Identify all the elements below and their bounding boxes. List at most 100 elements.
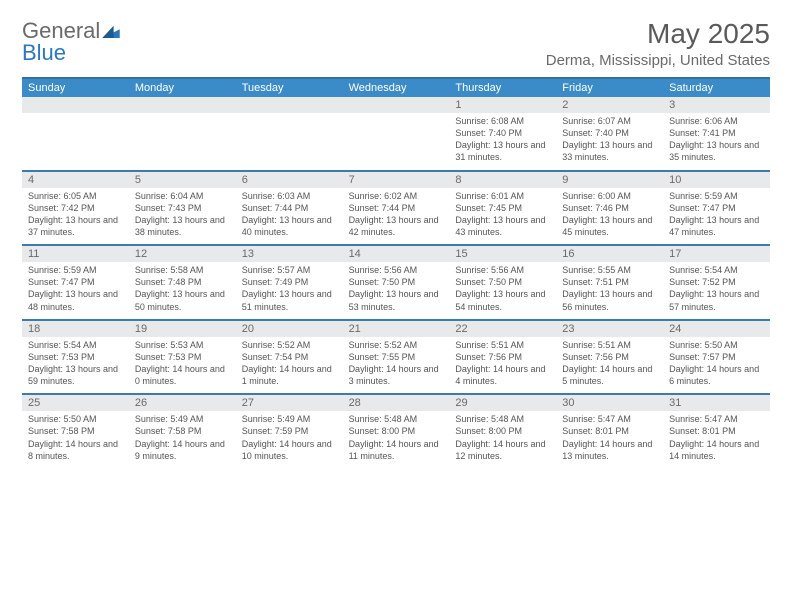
logo: GeneralBlue <box>22 18 120 66</box>
sunset-text: Sunset: 7:52 PM <box>669 276 764 288</box>
day-number: 20 <box>236 321 343 337</box>
day-content: Sunrise: 5:54 AMSunset: 7:53 PMDaylight:… <box>22 337 129 394</box>
day-content: Sunrise: 5:49 AMSunset: 7:58 PMDaylight:… <box>129 411 236 468</box>
day-number: 11 <box>22 246 129 262</box>
sunset-text: Sunset: 7:55 PM <box>349 351 444 363</box>
day-number: 4 <box>22 172 129 188</box>
daylight-text: Daylight: 14 hours and 4 minutes. <box>455 363 550 387</box>
calendar: Sunday Monday Tuesday Wednesday Thursday… <box>22 77 770 468</box>
sunset-text: Sunset: 7:58 PM <box>135 425 230 437</box>
day-number <box>343 97 450 113</box>
weeks-container: 123Sunrise: 6:08 AMSunset: 7:40 PMDaylig… <box>22 97 770 468</box>
day-content: Sunrise: 5:56 AMSunset: 7:50 PMDaylight:… <box>449 262 556 319</box>
sunset-text: Sunset: 7:47 PM <box>28 276 123 288</box>
day-content: Sunrise: 5:53 AMSunset: 7:53 PMDaylight:… <box>129 337 236 394</box>
day-number: 19 <box>129 321 236 337</box>
day-number: 21 <box>343 321 450 337</box>
day-number: 24 <box>663 321 770 337</box>
sunrise-text: Sunrise: 5:48 AM <box>455 413 550 425</box>
daylight-text: Daylight: 14 hours and 3 minutes. <box>349 363 444 387</box>
day-number: 29 <box>449 395 556 411</box>
week-row: 123Sunrise: 6:08 AMSunset: 7:40 PMDaylig… <box>22 97 770 172</box>
day-content: Sunrise: 6:04 AMSunset: 7:43 PMDaylight:… <box>129 188 236 245</box>
week-row: 18192021222324Sunrise: 5:54 AMSunset: 7:… <box>22 321 770 396</box>
daylight-text: Daylight: 13 hours and 42 minutes. <box>349 214 444 238</box>
daylight-text: Daylight: 13 hours and 38 minutes. <box>135 214 230 238</box>
daylight-text: Daylight: 13 hours and 40 minutes. <box>242 214 337 238</box>
daylight-text: Daylight: 14 hours and 0 minutes. <box>135 363 230 387</box>
sunset-text: Sunset: 7:48 PM <box>135 276 230 288</box>
day-content: Sunrise: 5:58 AMSunset: 7:48 PMDaylight:… <box>129 262 236 319</box>
day-content: Sunrise: 5:55 AMSunset: 7:51 PMDaylight:… <box>556 262 663 319</box>
sunrise-text: Sunrise: 5:49 AM <box>135 413 230 425</box>
day-number: 31 <box>663 395 770 411</box>
day-content: Sunrise: 6:03 AMSunset: 7:44 PMDaylight:… <box>236 188 343 245</box>
sunrise-text: Sunrise: 5:48 AM <box>349 413 444 425</box>
day-number: 12 <box>129 246 236 262</box>
sunset-text: Sunset: 7:40 PM <box>562 127 657 139</box>
day-number: 8 <box>449 172 556 188</box>
sunrise-text: Sunrise: 5:59 AM <box>669 190 764 202</box>
day-number: 15 <box>449 246 556 262</box>
daylight-text: Daylight: 14 hours and 10 minutes. <box>242 438 337 462</box>
sunrise-text: Sunrise: 5:56 AM <box>455 264 550 276</box>
day-content: Sunrise: 6:02 AMSunset: 7:44 PMDaylight:… <box>343 188 450 245</box>
day-number: 25 <box>22 395 129 411</box>
day-content: Sunrise: 5:49 AMSunset: 7:59 PMDaylight:… <box>236 411 343 468</box>
sunrise-text: Sunrise: 5:51 AM <box>562 339 657 351</box>
daylight-text: Daylight: 13 hours and 33 minutes. <box>562 139 657 163</box>
day-content: Sunrise: 6:00 AMSunset: 7:46 PMDaylight:… <box>556 188 663 245</box>
sunset-text: Sunset: 7:45 PM <box>455 202 550 214</box>
day-header-sunday: Sunday <box>22 79 129 97</box>
day-number: 14 <box>343 246 450 262</box>
day-number: 5 <box>129 172 236 188</box>
daylight-text: Daylight: 13 hours and 35 minutes. <box>669 139 764 163</box>
sunrise-text: Sunrise: 5:47 AM <box>562 413 657 425</box>
sunset-text: Sunset: 7:56 PM <box>562 351 657 363</box>
sunset-text: Sunset: 7:40 PM <box>455 127 550 139</box>
day-number: 30 <box>556 395 663 411</box>
sunrise-text: Sunrise: 5:54 AM <box>669 264 764 276</box>
daylight-text: Daylight: 14 hours and 5 minutes. <box>562 363 657 387</box>
sunset-text: Sunset: 7:58 PM <box>28 425 123 437</box>
day-number: 13 <box>236 246 343 262</box>
day-number: 26 <box>129 395 236 411</box>
daylight-text: Daylight: 13 hours and 54 minutes. <box>455 288 550 312</box>
sunset-text: Sunset: 7:57 PM <box>669 351 764 363</box>
day-content: Sunrise: 5:48 AMSunset: 8:00 PMDaylight:… <box>343 411 450 468</box>
sunset-text: Sunset: 7:47 PM <box>669 202 764 214</box>
sunrise-text: Sunrise: 5:59 AM <box>28 264 123 276</box>
sunset-text: Sunset: 7:53 PM <box>28 351 123 363</box>
daylight-text: Daylight: 14 hours and 14 minutes. <box>669 438 764 462</box>
sunset-text: Sunset: 7:46 PM <box>562 202 657 214</box>
daylight-text: Daylight: 14 hours and 6 minutes. <box>669 363 764 387</box>
daylight-text: Daylight: 14 hours and 9 minutes. <box>135 438 230 462</box>
day-number: 3 <box>663 97 770 113</box>
sunset-text: Sunset: 8:01 PM <box>562 425 657 437</box>
day-content: Sunrise: 5:56 AMSunset: 7:50 PMDaylight:… <box>343 262 450 319</box>
sunset-text: Sunset: 7:50 PM <box>349 276 444 288</box>
daylight-text: Daylight: 13 hours and 43 minutes. <box>455 214 550 238</box>
sunrise-text: Sunrise: 6:04 AM <box>135 190 230 202</box>
daylight-text: Daylight: 13 hours and 47 minutes. <box>669 214 764 238</box>
day-header-saturday: Saturday <box>663 79 770 97</box>
daylight-text: Daylight: 13 hours and 59 minutes. <box>28 363 123 387</box>
logo-mark-icon <box>102 18 120 44</box>
sunset-text: Sunset: 7:59 PM <box>242 425 337 437</box>
sunrise-text: Sunrise: 5:47 AM <box>669 413 764 425</box>
day-number: 22 <box>449 321 556 337</box>
sunset-text: Sunset: 7:50 PM <box>455 276 550 288</box>
sunrise-text: Sunrise: 6:05 AM <box>28 190 123 202</box>
daylight-text: Daylight: 13 hours and 37 minutes. <box>28 214 123 238</box>
day-number: 23 <box>556 321 663 337</box>
sunrise-text: Sunrise: 5:57 AM <box>242 264 337 276</box>
week-row: 45678910Sunrise: 6:05 AMSunset: 7:42 PMD… <box>22 172 770 247</box>
day-number <box>22 97 129 113</box>
day-content <box>343 113 450 170</box>
week-row: 25262728293031Sunrise: 5:50 AMSunset: 7:… <box>22 395 770 468</box>
day-content: Sunrise: 6:05 AMSunset: 7:42 PMDaylight:… <box>22 188 129 245</box>
day-content: Sunrise: 5:50 AMSunset: 7:58 PMDaylight:… <box>22 411 129 468</box>
sunrise-text: Sunrise: 6:07 AM <box>562 115 657 127</box>
day-number: 2 <box>556 97 663 113</box>
daylight-text: Daylight: 14 hours and 11 minutes. <box>349 438 444 462</box>
